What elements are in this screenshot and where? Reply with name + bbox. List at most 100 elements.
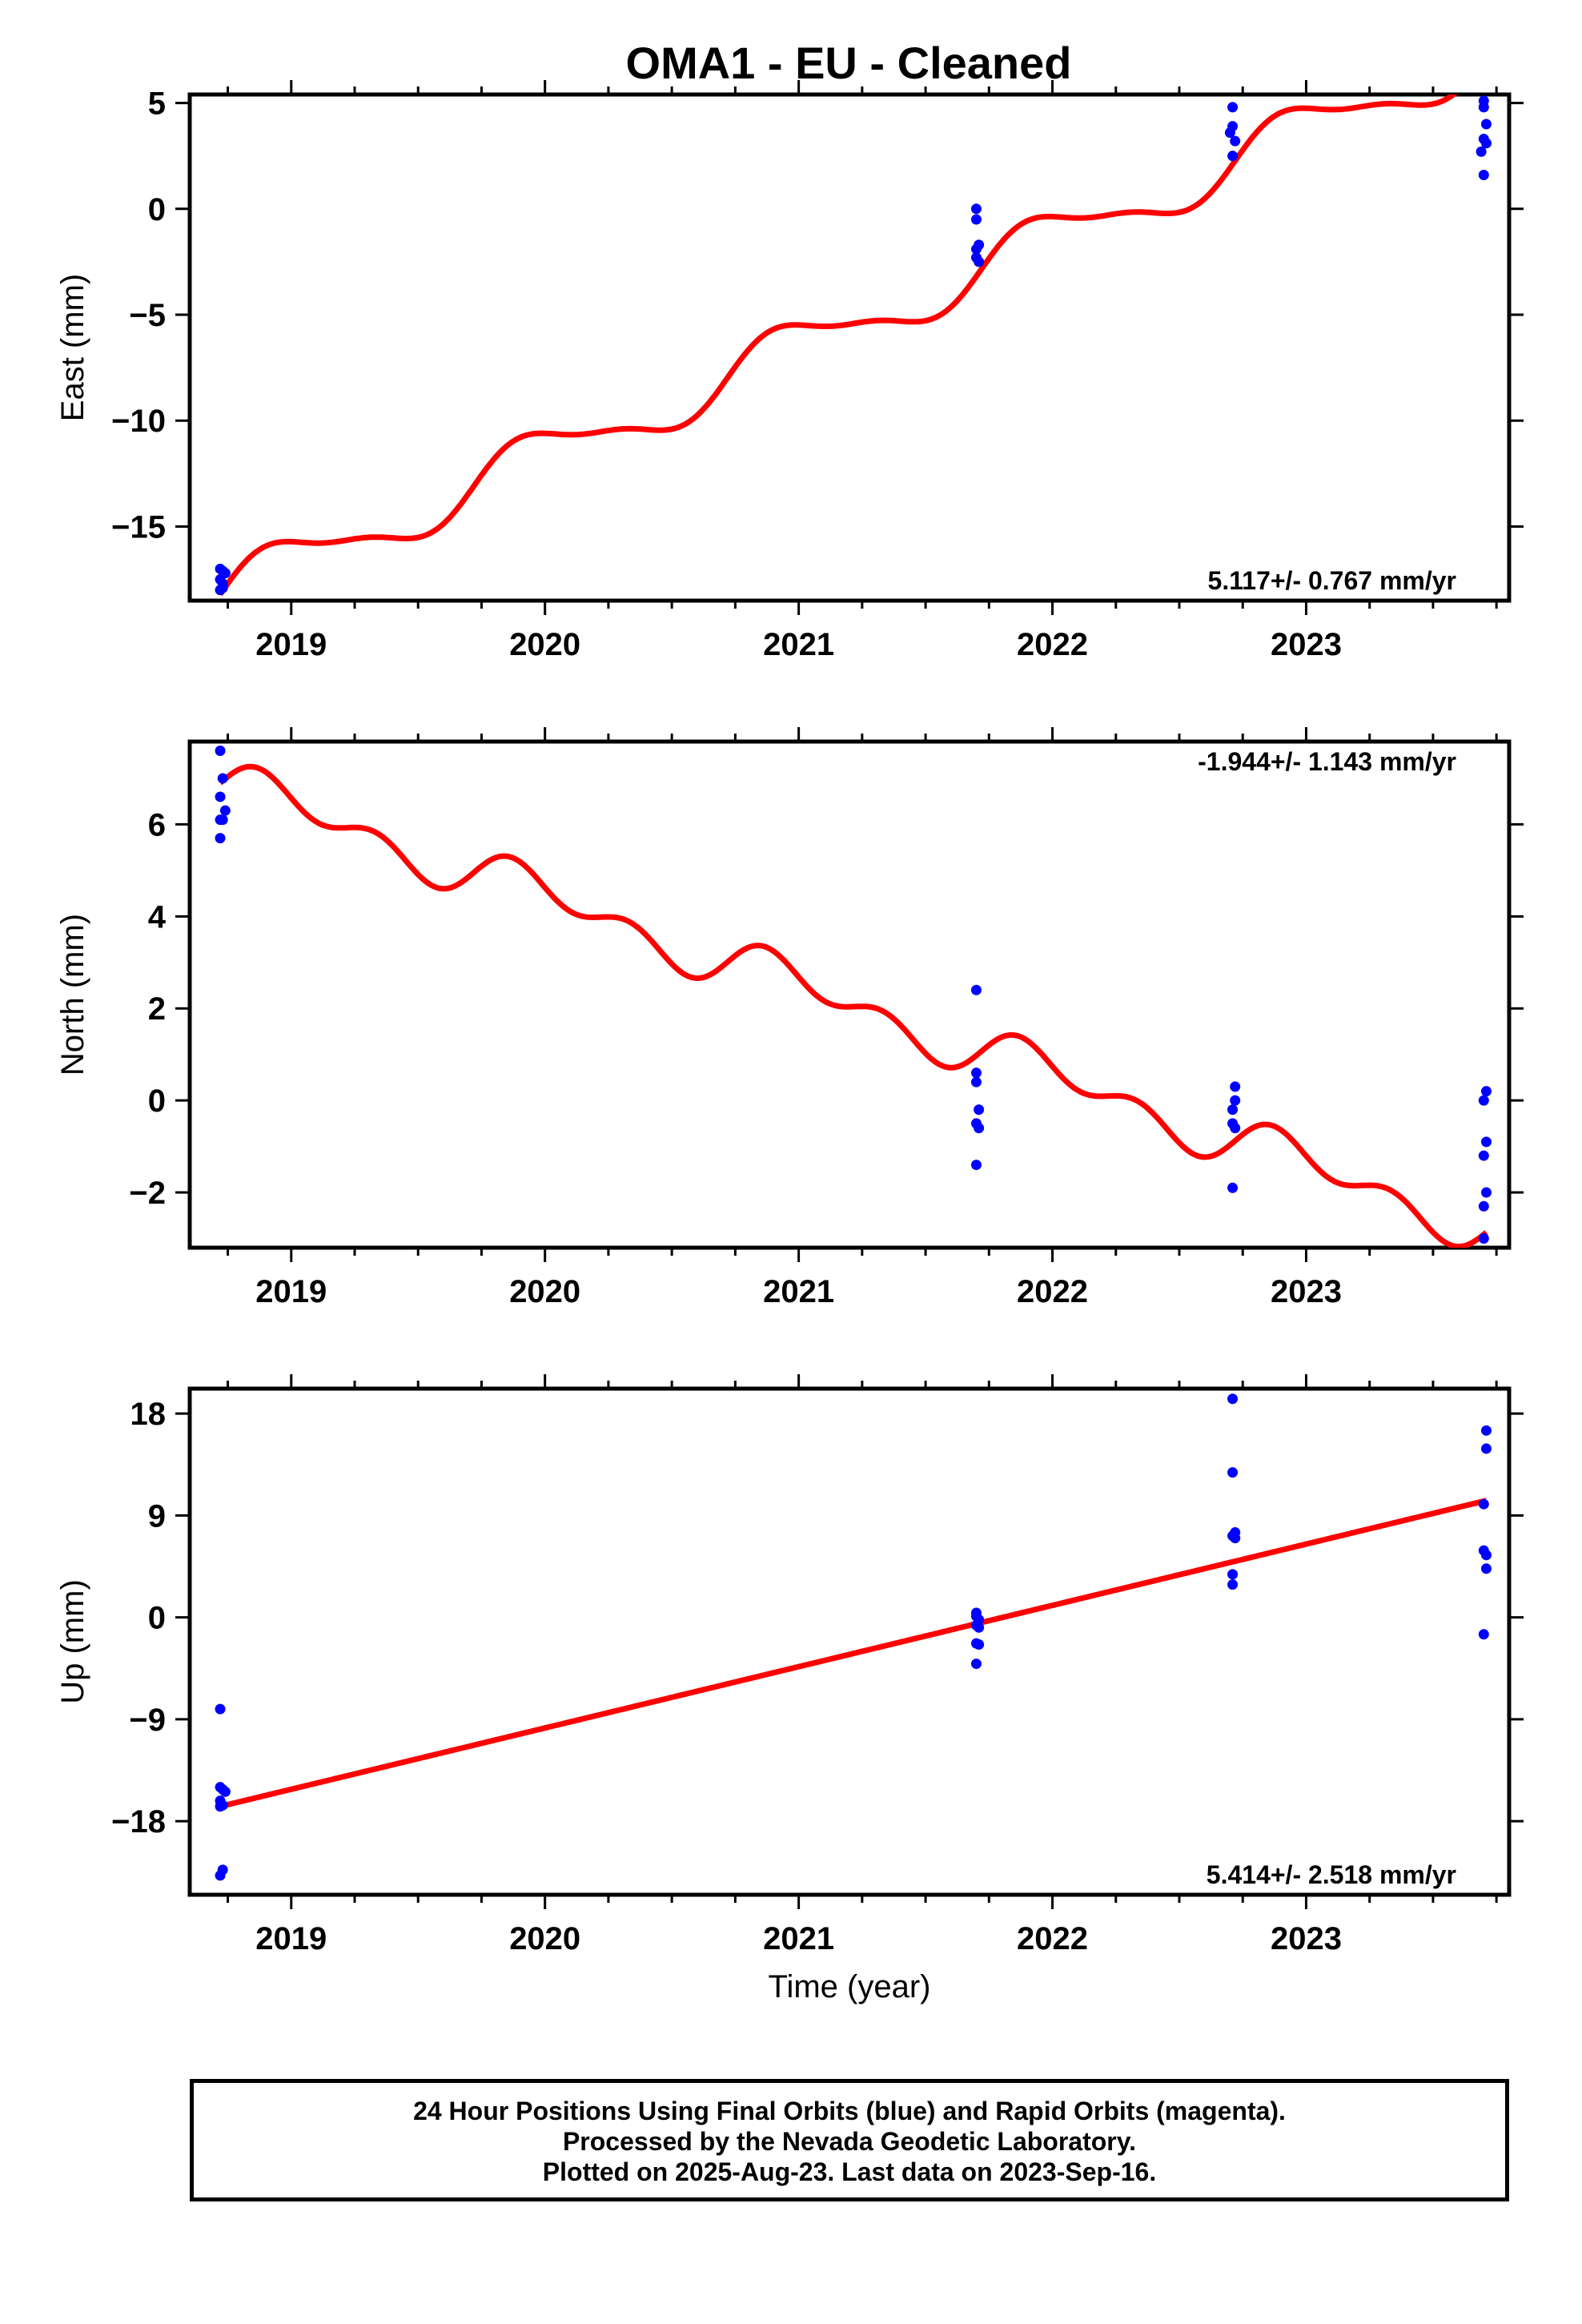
up-y-tick-label: −18 [111, 1804, 166, 1839]
up-data-point [1227, 1393, 1239, 1405]
up-data-point [970, 1659, 982, 1670]
north-y-tick-label: 6 [148, 807, 166, 842]
north-data-point [215, 745, 226, 756]
north-y-tick-label: −2 [129, 1176, 166, 1211]
north-rate-label: -1.944+/- 1.143 mm/yr [1198, 747, 1456, 776]
north-y-tick-label: 4 [148, 899, 167, 935]
north-data-point [1230, 1123, 1241, 1134]
chart-title: OMA1 - EU - Cleaned [626, 38, 1072, 88]
north-x-tick-label: 2023 [1271, 1274, 1342, 1309]
up-y-tick-label: 18 [130, 1397, 167, 1432]
north-y-tick-label: 0 [148, 1084, 166, 1119]
up-x-tick-label: 2023 [1271, 1921, 1342, 1956]
north-data-point [219, 805, 231, 816]
north-x-tick-label: 2021 [763, 1274, 834, 1309]
north-data-point [1478, 1150, 1489, 1161]
up-frame [187, 1386, 1512, 1897]
up-data-point [974, 1639, 985, 1651]
up-panel: 2019 2020 2021 2022 2023 18 9 0 −9 −18 Up (mm) 5.41… [55, 1374, 1524, 1956]
north-data-point [217, 814, 228, 826]
up-y-axis-label: Up (mm) [55, 1579, 90, 1704]
up-y-tick-label: 9 [148, 1498, 166, 1534]
east-data-point [1227, 151, 1239, 162]
up-y-tick-label: 0 [148, 1601, 166, 1636]
up-data-point [974, 1622, 985, 1633]
north-data-point [1478, 1200, 1489, 1212]
footer-line-orbits: 24 Hour Positions Using Final Orbits (bl… [413, 2097, 1286, 2125]
up-x-tick-label: 2019 [255, 1921, 327, 1956]
up-data-point [1480, 1443, 1492, 1454]
north-data-point [1230, 1095, 1241, 1106]
east-data-point [1224, 127, 1235, 139]
east-data-point [1476, 146, 1487, 157]
north-data-point [215, 833, 226, 844]
east-data-point [217, 582, 228, 593]
north-x-tick-label: 2022 [1017, 1274, 1088, 1309]
east-x-tick-label: 2021 [763, 627, 834, 662]
up-data-point [215, 1703, 226, 1715]
up-x-tick-label: 2021 [763, 1921, 834, 1956]
north-data-point [1480, 1187, 1492, 1198]
up-data-point [1227, 1579, 1239, 1590]
east-y-tick-label: −5 [129, 298, 166, 333]
up-plot-area [215, 1393, 1492, 1881]
footer-line-dates: Plotted on 2025-Aug-23. Last data on 202… [542, 2157, 1157, 2186]
up-data-point [1478, 1629, 1489, 1640]
up-model-curve [219, 1498, 1488, 1810]
up-x-tick-label: 2020 [509, 1921, 580, 1956]
north-data-point [974, 1104, 985, 1116]
east-data-point [1227, 102, 1239, 113]
east-data-point [1480, 138, 1492, 149]
north-data-point [1478, 1233, 1489, 1244]
east-data-point [1478, 169, 1489, 180]
north-panel: 2019 2020 2021 2022 2023 6 4 2 0 −2 North (mm) -1.9… [55, 727, 1524, 1309]
up-data-point [1480, 1550, 1492, 1561]
north-data-point [1230, 1081, 1241, 1092]
up-data-point [215, 1801, 226, 1812]
north-data-point [970, 1068, 982, 1079]
up-data-point [1480, 1425, 1492, 1436]
north-data-point [1478, 1095, 1489, 1106]
north-plot-area [215, 745, 1492, 1248]
east-data-point [1480, 119, 1492, 130]
east-data-point [219, 568, 231, 579]
north-y-axis-label: North (mm) [55, 914, 90, 1076]
north-data-point [217, 773, 228, 784]
north-data-point [970, 1076, 982, 1088]
east-model-curve [218, 94, 1458, 597]
east-x-tick-label: 2020 [509, 627, 580, 662]
north-x-tick-label: 2019 [255, 1274, 327, 1309]
east-data-point [1230, 135, 1241, 147]
north-x-tick-label: 2020 [509, 1274, 580, 1309]
up-data-point [219, 1786, 231, 1797]
up-data-point [215, 1870, 226, 1881]
north-data-point [1227, 1104, 1239, 1116]
north-frame [187, 739, 1512, 1250]
up-data-point [1227, 1467, 1239, 1478]
up-data-point [1227, 1569, 1239, 1580]
north-data-point [1480, 1136, 1492, 1148]
east-y-tick-label: 5 [148, 86, 166, 122]
north-data-point [974, 1123, 985, 1134]
footer-line-processed: Processed by the Nevada Geodetic Laborat… [562, 2127, 1137, 2156]
east-data-point [970, 203, 982, 215]
east-y-tick-label: 0 [148, 192, 166, 227]
up-x-tick-label: 2022 [1017, 1921, 1088, 1956]
north-model-curve [218, 763, 1488, 1248]
east-plot-area [215, 94, 1492, 597]
up-rate-label: 5.414+/- 2.518 mm/yr [1207, 1860, 1456, 1889]
north-data-point [1227, 1182, 1239, 1193]
up-data-point [1480, 1563, 1492, 1574]
east-data-point [1478, 102, 1489, 113]
east-y-axis-label: East (mm) [55, 274, 90, 421]
east-frame [187, 92, 1512, 603]
east-x-tick-label: 2019 [255, 627, 327, 662]
north-data-point [1480, 1086, 1492, 1097]
east-y-tick-label: −10 [111, 404, 166, 439]
north-data-point [970, 984, 982, 995]
up-data-point [1478, 1498, 1489, 1510]
east-panel: 2019 2020 2021 2022 2023 5 0 −5 −10 −15 East (mm) 5… [55, 80, 1524, 662]
x-axis-label: Time (year) [769, 1969, 931, 2004]
east-data-point [974, 256, 985, 267]
